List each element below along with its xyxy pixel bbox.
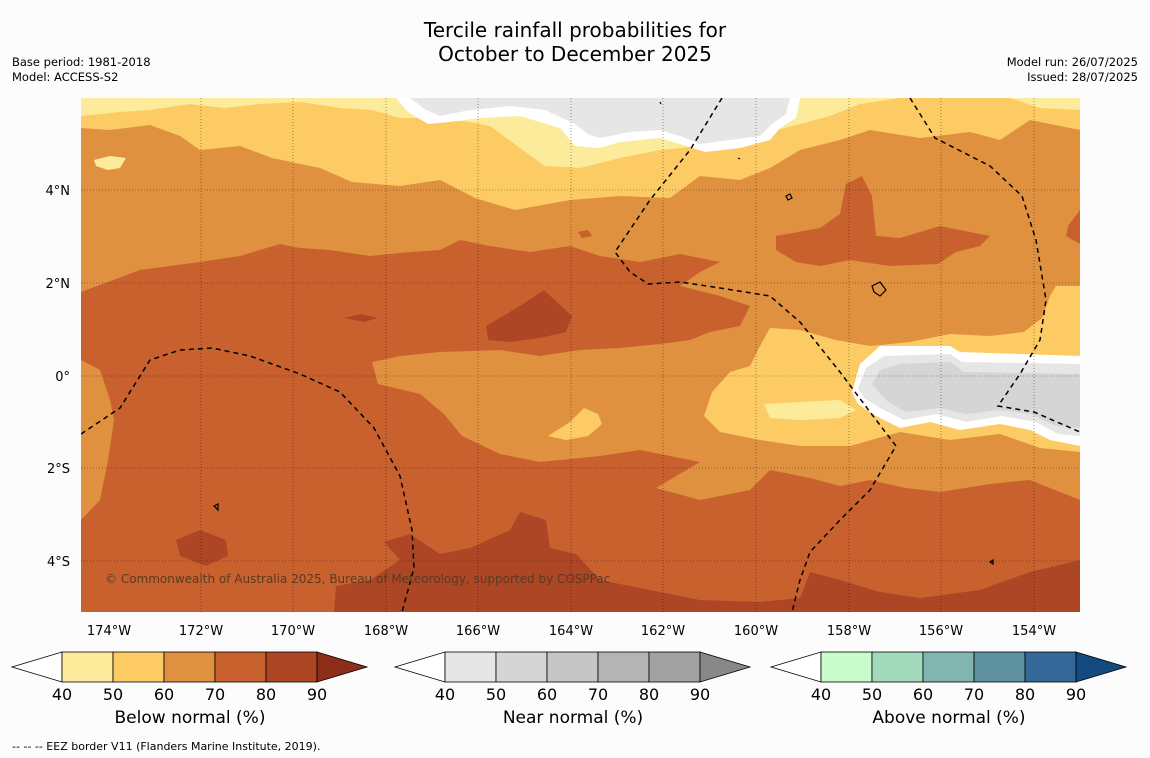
colorbar-segment bbox=[163, 651, 216, 683]
colorbar-tick-label: 50 bbox=[103, 685, 123, 704]
colorbar-title-above: Above normal (%) bbox=[872, 708, 1026, 728]
colorbar-tick-label: 40 bbox=[435, 685, 455, 704]
lon-tick-label: 172°W bbox=[179, 624, 223, 639]
colorbar-extension-low bbox=[769, 651, 822, 683]
colorbar-segment bbox=[546, 651, 599, 683]
colorbar-segment bbox=[871, 651, 924, 683]
region-below-70-80-tiny bbox=[578, 230, 592, 238]
lon-tick-label: 174°W bbox=[87, 624, 131, 639]
region-below-80-90-south bbox=[334, 512, 1080, 612]
lat-tick-label: 4°S bbox=[47, 555, 70, 570]
colorbar-tick-label: 90 bbox=[307, 685, 327, 704]
lat-tick-label: 4°N bbox=[46, 184, 71, 199]
colorbar-extension-low bbox=[393, 651, 446, 683]
region-below-80-90-west bbox=[176, 530, 228, 566]
map-area bbox=[81, 98, 1080, 612]
colorbar-tick-label: 60 bbox=[154, 685, 174, 704]
region-below-40-50-east bbox=[764, 400, 856, 420]
colorbar-segment bbox=[214, 651, 267, 683]
lon-tick-label: 160°W bbox=[734, 624, 778, 639]
colorbar-extension-high bbox=[699, 651, 752, 683]
lon-tick-label: 166°W bbox=[456, 624, 500, 639]
title-line-2: October to December 2025 bbox=[438, 42, 712, 66]
region-below-70-80-main bbox=[81, 240, 1080, 612]
lon-tick-label: 162°W bbox=[641, 624, 685, 639]
lat-tick-label: 2°N bbox=[46, 277, 71, 292]
colorbar-segment bbox=[820, 651, 873, 683]
lat-tick-label: 2°S bbox=[47, 462, 70, 477]
meta-left: Base period: 1981-2018 Model: ACCESS-S2 bbox=[12, 55, 151, 85]
eez-borders bbox=[81, 98, 1080, 612]
lat-tick-labels: 4°N 2°N 0° 2°S 4°S bbox=[46, 184, 71, 570]
lon-tick-label: 170°W bbox=[271, 624, 315, 639]
lat-tick-label: 0° bbox=[55, 370, 70, 385]
colorbar-tick-label: 80 bbox=[1015, 685, 1035, 704]
model-run: Model run: 26/07/2025 bbox=[1006, 55, 1138, 69]
colorbar-segment bbox=[444, 651, 497, 683]
colorbar-tick-label: 90 bbox=[690, 685, 710, 704]
region-below-70-80-ne-edge bbox=[1066, 210, 1080, 244]
colorbar-tick-label: 40 bbox=[52, 685, 72, 704]
colorbar-segment bbox=[112, 651, 165, 683]
islands bbox=[212, 101, 994, 566]
model-name: Model: ACCESS-S2 bbox=[12, 70, 119, 84]
title-line-1: Tercile rainfall probabilities for bbox=[423, 18, 727, 42]
copyright-notice: © Commonwealth of Australia 2025, Bureau… bbox=[105, 572, 610, 586]
colorbar-near-normal: 40 50 60 70 80 90 bbox=[393, 651, 752, 704]
issued-date: Issued: 28/07/2025 bbox=[1027, 70, 1138, 84]
colorbar-tick-label: 70 bbox=[964, 685, 984, 704]
colorbar-segment bbox=[597, 651, 650, 683]
colorbar-segment bbox=[922, 651, 975, 683]
colorbar-tick-label: 60 bbox=[537, 685, 557, 704]
colorbar-tick-label: 50 bbox=[486, 685, 506, 704]
colorbar-title-near: Near normal (%) bbox=[502, 708, 644, 728]
colorbar-tick-label: 50 bbox=[862, 685, 882, 704]
lon-tick-label: 164°W bbox=[549, 624, 593, 639]
colorbar-extension-low bbox=[10, 651, 63, 683]
colorbar-segment bbox=[973, 651, 1026, 683]
colorbar-tick-label: 70 bbox=[588, 685, 608, 704]
colorbar-segment bbox=[61, 651, 114, 683]
meta-right: Model run: 26/07/2025 Issued: 28/07/2025 bbox=[1007, 55, 1138, 85]
region-below-80-90-central bbox=[486, 290, 572, 342]
region-near-50-north bbox=[410, 98, 790, 144]
colorbar-tick-label: 70 bbox=[205, 685, 225, 704]
region-below-40-50-spot bbox=[94, 156, 126, 170]
region-below-50-60-central bbox=[548, 408, 602, 440]
lon-tick-labels: 174°W 172°W 170°W 168°W 166°W 164°W 162°… bbox=[87, 624, 1056, 639]
colorbar-segment bbox=[495, 651, 548, 683]
region-below-70-80-ne bbox=[776, 176, 990, 266]
colorbar-extension-high bbox=[1075, 651, 1128, 683]
lon-tick-label: 168°W bbox=[364, 624, 408, 639]
base-period: Base period: 1981-2018 bbox=[12, 55, 151, 69]
lon-tick-label: 154°W bbox=[1012, 624, 1056, 639]
chart-title: Tercile rainfall probabilities for Octob… bbox=[0, 18, 1150, 66]
colorbar-tick-label: 60 bbox=[913, 685, 933, 704]
colorbar-segment bbox=[648, 651, 701, 683]
colorbar-above-normal: 40 50 60 70 80 90 bbox=[769, 651, 1128, 704]
lon-tick-label: 158°W bbox=[827, 624, 871, 639]
colorbar-tick-label: 40 bbox=[811, 685, 831, 704]
eez-legend-note: -- -- -- EEZ border V11 (Flanders Marine… bbox=[12, 740, 321, 753]
colorbar-tick-label: 90 bbox=[1066, 685, 1086, 704]
colorbar-segment bbox=[1024, 651, 1077, 683]
colorbar-tick-label: 80 bbox=[639, 685, 659, 704]
colorbar-segment bbox=[265, 651, 318, 683]
lon-tick-label: 156°W bbox=[919, 624, 963, 639]
region-below-80-90-small bbox=[344, 314, 378, 322]
colorbar-extension-high bbox=[316, 651, 369, 683]
colorbar-title-below: Below normal (%) bbox=[114, 708, 266, 728]
colorbar-tick-label: 80 bbox=[256, 685, 276, 704]
colorbar-below-normal: 40 50 60 70 80 90 bbox=[10, 651, 369, 704]
